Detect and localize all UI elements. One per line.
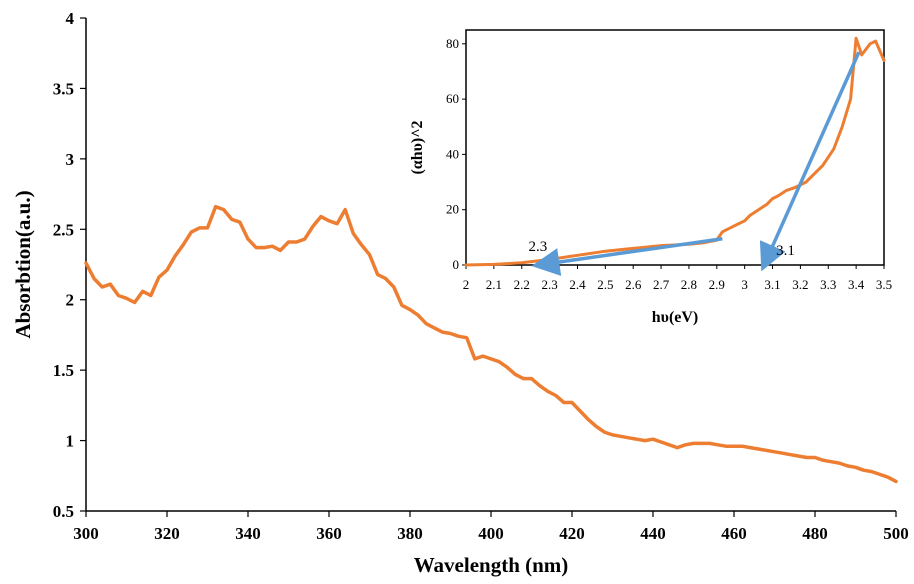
main-x-tick-label: 480 [802, 524, 828, 543]
main-x-tick-label: 440 [640, 524, 666, 543]
inset-x-tick-label: 3 [741, 277, 748, 292]
main-x-tick-label: 360 [316, 524, 342, 543]
inset-x-axis-title: hυ(eV) [652, 309, 699, 326]
inset-y-tick-label: 40 [446, 146, 459, 161]
main-y-tick-label: 3.5 [53, 79, 74, 98]
inset-x-tick-label: 2.3 [541, 277, 557, 292]
main-x-tick-label: 380 [397, 524, 423, 543]
main-x-tick-label: 420 [559, 524, 585, 543]
bandgap-label-2: 3.1 [776, 243, 795, 259]
main-series-line [84, 204, 898, 484]
main-y-tick-label: 1.5 [53, 361, 74, 380]
inset-y-tick-label: 60 [446, 91, 459, 106]
inset-x-tick-label: 2.4 [569, 277, 586, 292]
main-x-axis-title: Wavelength (nm) [414, 553, 569, 577]
main-x-tick-label: 500 [883, 524, 909, 543]
bandgap-label-1: 2.3 [528, 239, 547, 255]
inset-x-tick-label: 2.5 [597, 277, 613, 292]
inset-x-tick-label: 2.8 [681, 277, 697, 292]
main-y-tick-label: 2 [66, 291, 75, 310]
main-plot-area [84, 204, 898, 484]
main-y-axis-title: Absorbtion(a.u.) [11, 190, 35, 338]
inset-panel [465, 29, 885, 266]
inset-plot-area: 2.3 3.1 [464, 36, 886, 276]
inset-x-tick-label: 2.7 [653, 277, 670, 292]
inset-y-axis-title: (αhυ)^2 [409, 120, 426, 174]
inset-x-tick-label: 2.9 [709, 277, 725, 292]
main-x-tick-label: 400 [478, 524, 504, 543]
inset-x-tick-label: 2.6 [625, 277, 642, 292]
inset-y-tick-label: 80 [446, 36, 459, 51]
inset-x-tick-label: 2.1 [486, 277, 502, 292]
inset-x-tick-label: 3.2 [792, 277, 808, 292]
tangent-arrow-1 [531, 237, 723, 276]
main-y-tick-label: 0.5 [53, 502, 74, 521]
inset-series-line [464, 36, 886, 267]
main-y-tick-label: 2.5 [53, 220, 74, 239]
inset-x-tick-label: 3.5 [876, 277, 892, 292]
main-x-tick-label: 300 [73, 524, 99, 543]
inset-x-tick-label: 3.3 [820, 277, 836, 292]
main-x-tick-label: 460 [721, 524, 747, 543]
tangent-arrow-2 [759, 51, 861, 272]
inset-x-tick-label: 3.1 [764, 277, 780, 292]
inset-y-tick-label: 0 [453, 257, 460, 272]
inset-x-tick-label: 2 [463, 277, 470, 292]
main-x-tick-label: 320 [154, 524, 180, 543]
inset-x-tick-label: 2.2 [514, 277, 530, 292]
main-y-tick-label: 4 [66, 9, 75, 28]
main-y-tick-label: 1 [66, 432, 75, 451]
inset-y-tick-label: 20 [446, 202, 459, 217]
main-y-tick-label: 3 [66, 150, 75, 169]
inset-x-tick-label: 3.4 [848, 277, 865, 292]
main-x-tick-label: 340 [235, 524, 261, 543]
inset-axes: 0 20 40 60 80 2 2.1 2.2 2.3 2.4 2.5 2.6 2.7 2.8 2.9 3 3.… [409, 36, 892, 326]
